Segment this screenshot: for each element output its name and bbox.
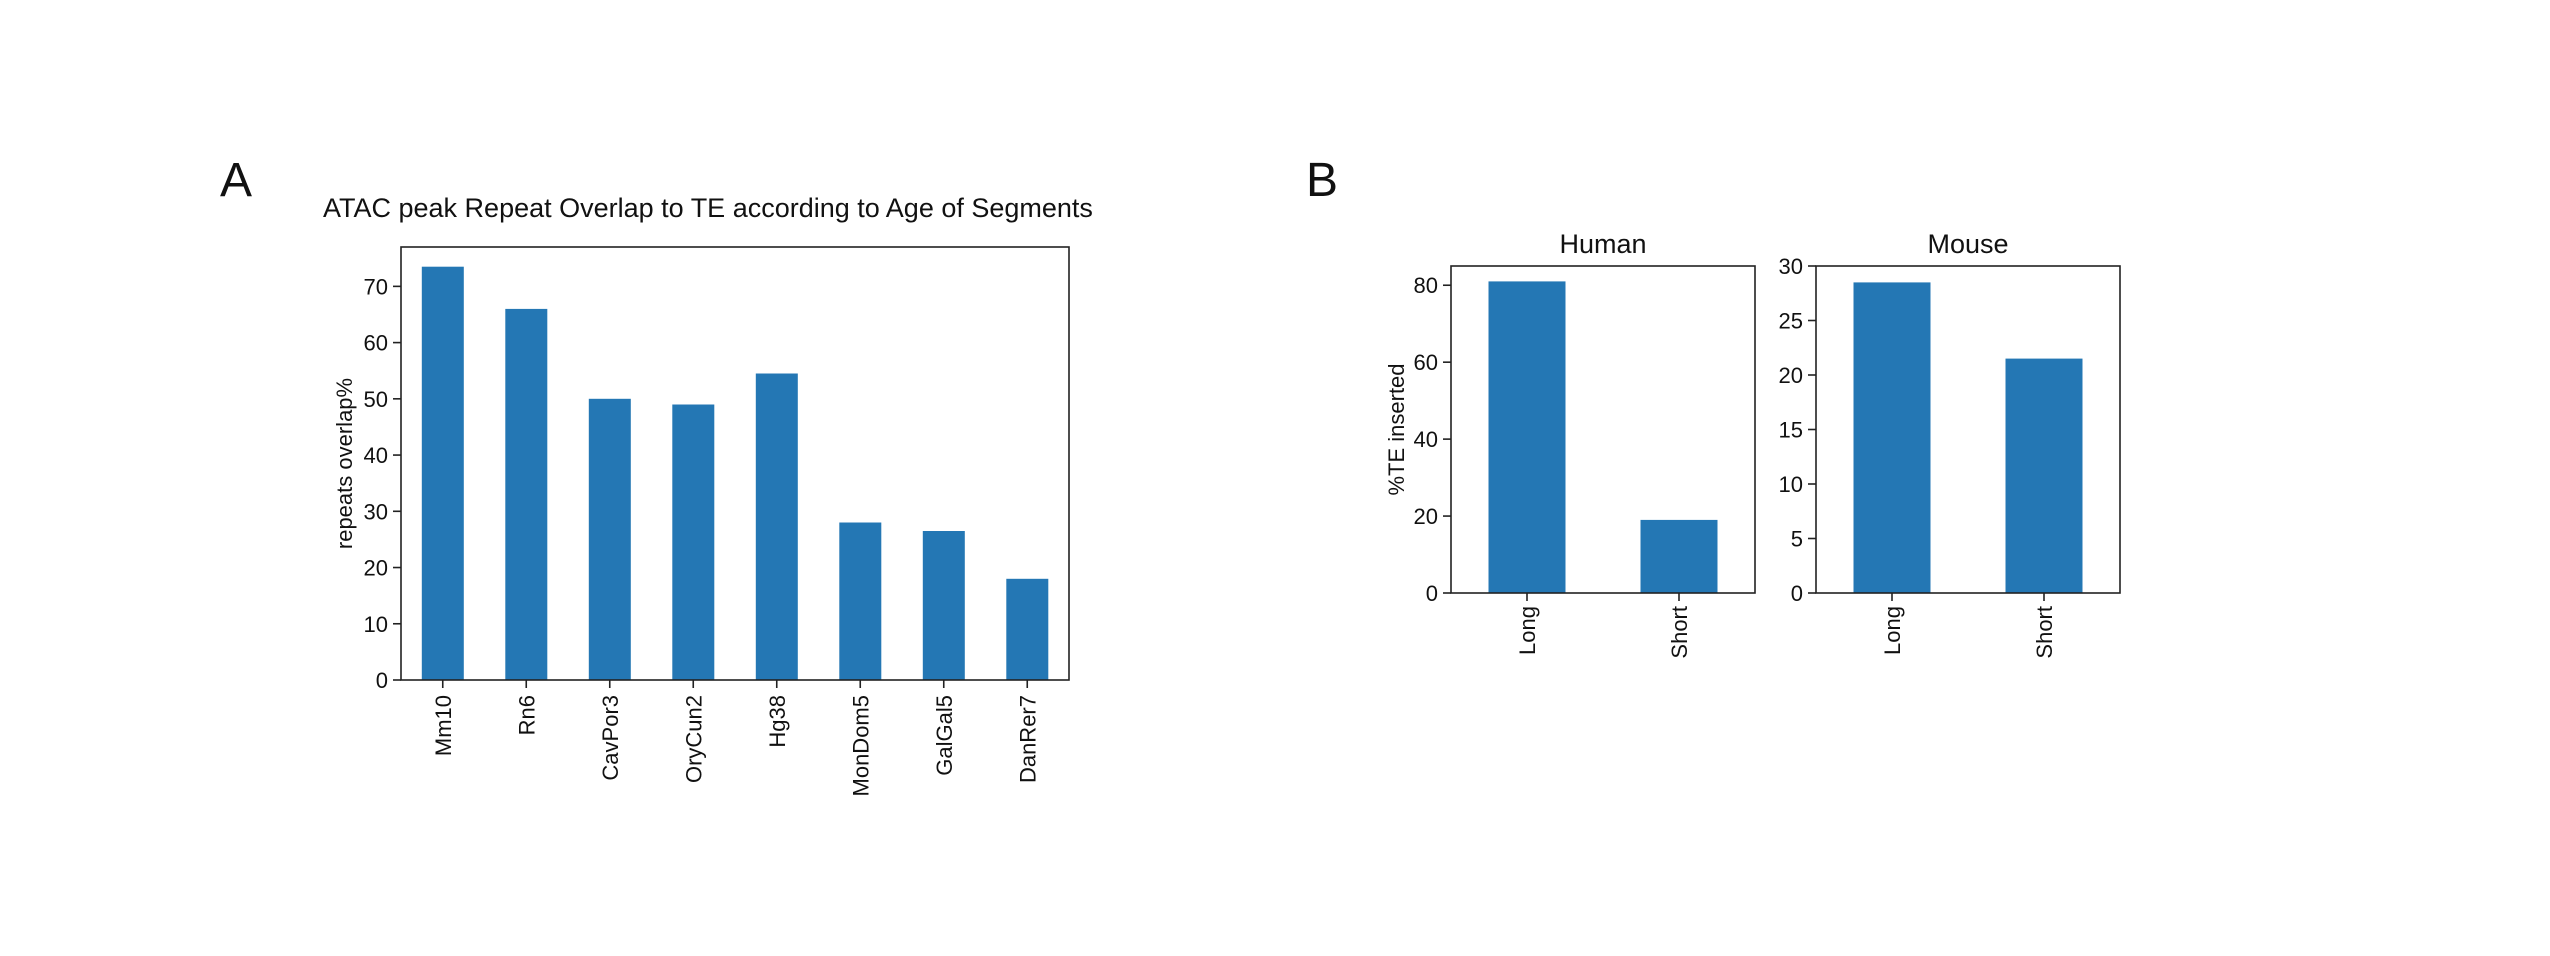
human-plot-frame xyxy=(1450,265,1756,594)
a-bar-galgal5 xyxy=(922,531,965,680)
a-ytick-label: 60 xyxy=(364,331,388,356)
a-plot-frame xyxy=(400,246,1070,681)
human-chart-title: Human xyxy=(1559,229,1646,259)
a-ytick-label: 0 xyxy=(376,668,388,693)
human-ytick-label: 0 xyxy=(1426,581,1438,606)
a-bar-hg38 xyxy=(755,373,798,680)
chart-b-human: 0 20 40 60 80 Long Short Human %TE inserted xyxy=(1384,229,1756,659)
a-category-label: CavPor3 xyxy=(598,695,623,781)
a-bar-mm10 xyxy=(421,266,464,680)
mouse-ytick-label: 25 xyxy=(1779,309,1803,334)
a-bar-mondom5 xyxy=(839,522,882,680)
panel-a-label: A xyxy=(220,154,252,207)
human-ytick-label: 60 xyxy=(1414,350,1438,375)
a-y-axis-label: repeats overlap% xyxy=(332,378,357,549)
human-ytick-label: 40 xyxy=(1414,427,1438,452)
mouse-ytick-label: 5 xyxy=(1791,527,1803,552)
mouse-ytick-label: 20 xyxy=(1779,363,1803,388)
a-category-label: Rn6 xyxy=(514,695,539,735)
mouse-ytick-label: 10 xyxy=(1779,472,1803,497)
a-ytick-label: 10 xyxy=(364,612,388,637)
a-bar-orycun2 xyxy=(672,404,715,680)
human-y-axis-label: %TE inserted xyxy=(1384,363,1409,495)
a-category-label: Hg38 xyxy=(765,695,790,748)
mouse-category-label: Long xyxy=(1880,606,1905,655)
a-category-label: Mm10 xyxy=(431,695,456,756)
panel-b-label: B xyxy=(1306,154,1338,207)
mouse-bar-long xyxy=(1853,282,1931,593)
a-ytick-label: 30 xyxy=(364,499,388,524)
a-category-label: MonDom5 xyxy=(848,695,873,796)
human-category-label: Long xyxy=(1515,606,1540,655)
a-bar-danrer7 xyxy=(1006,578,1049,680)
human-ytick-label: 20 xyxy=(1414,504,1438,529)
mouse-category-label: Short xyxy=(2032,606,2057,659)
a-bar-rn6 xyxy=(505,308,548,680)
chart-a-repeat-overlap: 0 10 20 30 40 50 60 70 Mm10 Rn6 CavPor3 OryCun2 Hg38… xyxy=(323,193,1093,796)
mouse-ytick-label: 30 xyxy=(1779,254,1803,279)
mouse-bar-short xyxy=(2005,358,2083,593)
chart-b-mouse: 0 5 10 15 20 25 30 Long Short Mouse xyxy=(1779,229,2121,659)
a-ytick-label: 70 xyxy=(364,274,388,299)
a-ytick-label: 20 xyxy=(364,556,388,581)
mouse-ytick-label: 15 xyxy=(1779,418,1803,443)
a-chart-title: ATAC peak Repeat Overlap to TE according… xyxy=(323,193,1093,223)
a-ytick-label: 40 xyxy=(364,443,388,468)
mouse-chart-title: Mouse xyxy=(1927,229,2008,259)
human-bar-long xyxy=(1488,281,1566,593)
a-ytick-label: 50 xyxy=(364,387,388,412)
a-category-label: DanRer7 xyxy=(1015,695,1040,783)
a-category-label: OryCun2 xyxy=(681,695,706,783)
a-category-label: GalGal5 xyxy=(932,695,957,776)
human-category-label: Short xyxy=(1667,606,1692,659)
mouse-ytick-label: 0 xyxy=(1791,581,1803,606)
a-bar-cavpor3 xyxy=(588,398,631,680)
human-bar-short xyxy=(1640,519,1718,593)
human-ytick-label: 80 xyxy=(1414,273,1438,298)
